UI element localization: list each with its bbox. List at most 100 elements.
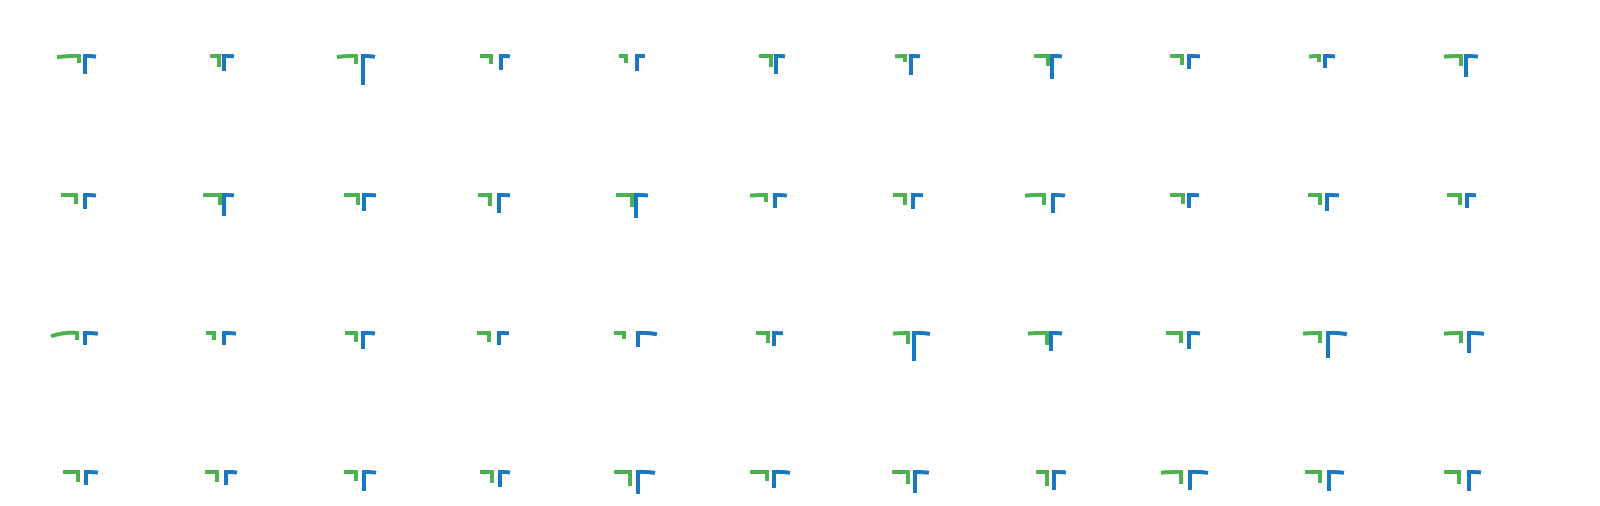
green-hook [1024,192,1046,205]
green-hook [1443,53,1463,66]
green-left-hook-and-blue-right-bracket-icon [613,330,658,347]
green-left-hook-and-blue-right-bracket-icon [1024,192,1066,213]
green-hook [63,470,80,482]
green-hook [478,193,492,206]
green-hook [759,54,773,67]
blue-bracket [1187,330,1201,349]
green-hook [205,470,219,482]
green-hook [56,53,81,63]
blue-bracket [1323,53,1336,68]
green-hook [344,193,360,205]
green-left-hook-and-blue-right-bracket-icon [1443,53,1479,77]
blue-bracket [1327,469,1345,491]
blue-bracket [497,330,510,345]
blue-bracket [1187,192,1200,208]
blue-bracket [774,53,786,74]
green-hook [1447,193,1462,205]
blue-bracket [1325,192,1340,211]
blue-bracket [83,53,97,74]
blue-bracket [772,469,791,488]
green-left-hook-and-blue-right-bracket-icon [478,192,511,213]
blue-bracket [222,53,235,71]
blue-bracket [1467,330,1485,353]
green-hook [1160,469,1183,484]
blue-bracket [635,54,645,71]
blue-bracket [498,469,511,487]
green-hook [50,330,79,340]
green-hook [1302,330,1322,343]
blue-bracket [1188,469,1209,490]
green-left-hook-and-blue-right-bracket-icon [336,53,376,85]
green-left-hook-and-blue-right-bracket-icon [755,330,784,346]
green-hook [1036,470,1049,486]
green-hook [1305,470,1322,483]
green-hook [344,331,358,342]
blue-bracket [361,330,376,349]
green-left-hook-and-blue-right-bracket-icon [619,54,645,71]
green-left-hook-and-blue-right-bracket-icon [476,330,510,345]
green-left-hook-and-blue-right-bracket-icon [616,192,649,218]
blue-bracket [909,53,921,75]
green-hook [1034,54,1050,66]
green-hook [750,470,769,481]
green-hook [1443,330,1463,343]
blue-bracket [362,192,377,211]
blue-bracket [1187,53,1201,69]
green-left-hook-and-blue-right-bracket-icon [205,330,237,345]
green-hook [619,54,628,63]
green-left-hook-and-blue-right-bracket-icon [480,53,511,70]
green-hook [476,331,491,342]
green-left-hook-and-blue-right-bracket-icon [1305,469,1345,491]
blue-bracket [84,469,99,485]
green-hook [210,54,221,67]
blue-bracket [1326,330,1348,358]
green-hook [755,331,770,343]
green-left-hook-and-blue-right-bracket-icon [1170,53,1201,69]
green-left-hook-and-blue-right-bracket-icon [480,469,511,487]
blue-bracket [361,53,376,85]
green-left-hook-and-blue-right-bracket-icon [344,192,377,211]
blue-bracket [773,192,788,208]
green-hook [1170,193,1185,204]
green-hook [1308,193,1322,205]
green-left-hook-and-blue-right-bracket-icon [63,469,99,485]
green-left-hook-and-blue-right-bracket-icon [56,53,97,74]
green-left-hook-and-blue-right-bracket-icon [1443,330,1485,353]
green-left-hook-and-blue-right-bracket-icon [1308,53,1336,68]
blue-bracket [1051,192,1066,213]
blue-bracket [1050,53,1063,79]
blue-bracket [1467,469,1482,491]
blue-bracket [772,330,784,346]
green-left-hook-and-blue-right-bracket-icon [1447,192,1477,208]
green-left-hook-and-blue-right-bracket-icon [1036,469,1067,490]
green-hook [1165,331,1183,343]
green-left-hook-and-blue-right-bracket-icon [344,469,377,491]
blue-bracket [912,330,931,361]
blue-bracket [222,192,235,216]
green-hook [344,470,358,481]
green-left-hook-and-blue-right-bracket-icon [1027,330,1063,351]
green-hook [1027,330,1049,345]
blue-bracket [499,53,511,70]
green-left-hook-and-blue-right-bracket-icon [759,53,786,74]
blue-bracket [224,469,238,485]
green-left-hook-and-blue-right-bracket-icon [203,192,235,216]
green-hook [203,193,222,205]
green-left-hook-and-blue-right-bracket-icon [894,53,921,75]
blue-bracket [1052,469,1067,490]
green-left-hook-and-blue-right-bracket-icon [1170,192,1200,208]
blue-bracket [636,330,658,347]
green-left-hook-and-blue-right-bracket-icon [210,53,235,71]
blue-bracket [1464,53,1479,77]
green-hook [892,470,910,484]
blue-bracket [222,330,237,345]
green-hook [1170,54,1184,65]
green-hook [480,470,494,483]
green-left-hook-and-blue-right-bracket-icon [749,192,788,208]
green-hook [616,193,634,207]
green-hook [613,331,626,339]
green-left-hook-and-blue-right-bracket-icon [614,469,656,494]
green-left-hook-and-blue-right-bracket-icon [1308,192,1340,211]
blue-bracket [911,192,924,209]
